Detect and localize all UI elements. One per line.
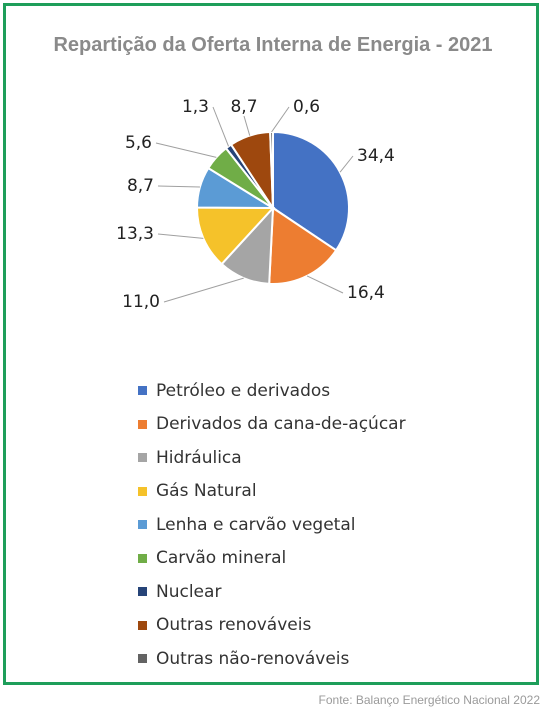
- legend-item: Carvão mineral: [138, 542, 406, 576]
- data-label: 34,4: [357, 146, 395, 166]
- data-label: 1,3: [182, 97, 209, 117]
- legend-label: Derivados da cana-de-açúcar: [156, 414, 406, 435]
- legend-label: Outras renováveis: [156, 615, 312, 636]
- legend-item: Outras renováveis: [138, 609, 406, 643]
- legend-label: Hidráulica: [156, 447, 242, 468]
- data-label: 13,3: [116, 224, 154, 244]
- data-label: 8,7: [230, 97, 257, 117]
- data-label: 5,6: [125, 133, 152, 153]
- legend: Petróleo e derivados Derivados da cana-de…: [138, 374, 406, 676]
- data-label: 8,7: [127, 176, 154, 196]
- data-label: 16,4: [347, 283, 385, 303]
- legend-swatch: [138, 486, 147, 496]
- legend-swatch: [138, 587, 147, 597]
- legend-item: Derivados da cana-de-açúcar: [138, 408, 406, 442]
- legend-swatch: [138, 620, 147, 630]
- legend-label: Petróleo e derivados: [156, 380, 331, 401]
- pie-slice: [268, 206, 338, 285]
- pie-slice: [269, 130, 274, 209]
- legend-swatch: [138, 386, 147, 396]
- legend-label: Lenha e carvão vegetal: [156, 514, 356, 535]
- pie-slice: [272, 130, 350, 252]
- legend-label: Nuclear: [156, 581, 222, 602]
- legend-item: Petróleo e derivados: [138, 374, 406, 408]
- legend-swatch: [138, 553, 147, 563]
- legend-item: Outras não-renováveis: [138, 642, 406, 676]
- leader-line: [212, 106, 229, 147]
- legend-item: Gás Natural: [138, 475, 406, 509]
- pie-slice: [195, 206, 276, 266]
- chart-title: Repartição da Oferta Interna de Energia …: [53, 34, 493, 56]
- data-label: 0,6: [293, 97, 320, 117]
- leader-line: [271, 106, 290, 133]
- legend-swatch: [138, 453, 147, 463]
- legend-item: Hidráulica: [138, 441, 406, 475]
- legend-swatch: [138, 520, 147, 530]
- legend-swatch: [138, 654, 147, 664]
- legend-item: Nuclear: [138, 575, 406, 609]
- chart-card: [3, 3, 539, 685]
- legend-item: Lenha e carvão vegetal: [138, 508, 406, 542]
- data-label: 11,0: [122, 292, 160, 312]
- leader-line: [243, 115, 251, 136]
- leader-line: [306, 275, 344, 294]
- leader-line: [157, 233, 204, 239]
- leader-line: [157, 185, 200, 188]
- legend-label: Carvão mineral: [156, 548, 287, 569]
- leader-line: [163, 277, 244, 303]
- leader-line: [155, 142, 217, 158]
- legend-label: Gás Natural: [156, 481, 257, 502]
- legend-label: Outras não-renováveis: [156, 648, 350, 669]
- legend-swatch: [138, 419, 147, 429]
- source-note: Fonte: Balanço Energético Nacional 2022: [318, 693, 540, 707]
- leader-line: [339, 155, 354, 173]
